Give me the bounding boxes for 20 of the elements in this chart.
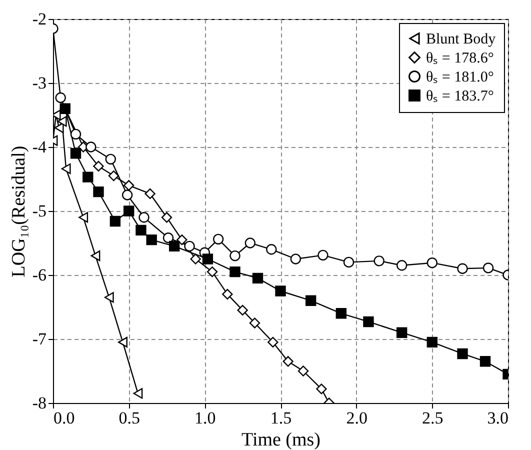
y-tick-label: -4 [32, 138, 47, 156]
x-axis-title: Time (ms) [241, 430, 321, 450]
legend-label: Blunt Body [426, 32, 496, 48]
x-tick-label: 1.5 [270, 408, 292, 428]
legend-label: θₛ = 181.0° [426, 70, 494, 86]
y-tick-label: -6 [32, 266, 46, 284]
legend-label: θₛ = 183.7° [426, 88, 494, 104]
y-axis-title: LOG₁₀(Residual) [8, 146, 30, 278]
y-tick-label: -8 [32, 394, 46, 412]
x-tick-label: 0.0 [54, 408, 75, 428]
x-tick-label: 3.0 [487, 408, 508, 428]
x-tick-label: 2.0 [346, 408, 368, 428]
x-tick-label: 1.0 [194, 408, 216, 428]
legend-label: θₛ = 178.6° [426, 50, 494, 66]
y-tick-label: -7 [32, 330, 47, 348]
y-tick-label: -2 [32, 10, 46, 28]
x-tick-label: 2.5 [422, 408, 444, 428]
y-tick-label: -5 [32, 202, 46, 220]
y-tick-label: -3 [32, 74, 46, 92]
x-tick-label: 0.5 [118, 408, 140, 428]
